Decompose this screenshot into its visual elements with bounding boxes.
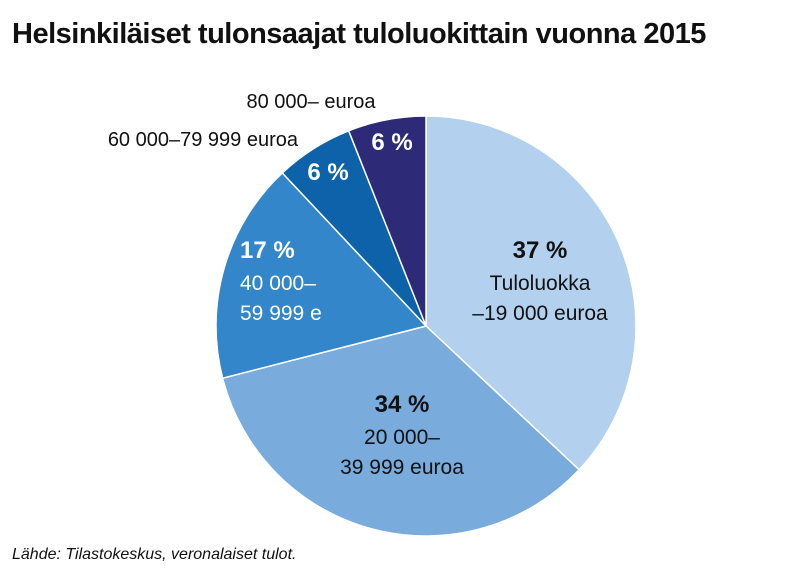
pie-slice	[221, 325, 581, 537]
slice-category-label: 80 000– euroa	[246, 91, 376, 113]
slice-percent-label: 6 %	[371, 129, 412, 156]
pie-slice	[425, 115, 637, 471]
slice-percent-label: 17 %	[240, 237, 295, 264]
chart-title: Helsinkiläiset tulonsaajat tuloluokittai…	[12, 18, 706, 50]
slice-category-label: –19 000 euroa	[472, 302, 608, 325]
pie-slice	[215, 171, 428, 380]
slice-category-label: 39 999 euroa	[340, 456, 464, 479]
slice-category-label: 20 000–	[364, 426, 440, 449]
source-note: Lähde: Tilastokeskus, veronalaiset tulot…	[12, 546, 297, 563]
slice-percent-label: 6 %	[307, 159, 348, 186]
slice-percent-label: 37 %	[513, 237, 568, 264]
slice-category-label: 40 000–	[240, 272, 316, 295]
slice-category-label: 60 000–79 999 euroa	[108, 129, 299, 151]
slice-percent-label: 34 %	[375, 391, 430, 418]
slice-category-label: 59 999 e	[240, 302, 322, 325]
slice-category-label: Tuloluokka	[490, 272, 591, 295]
pie-slice	[347, 115, 427, 327]
